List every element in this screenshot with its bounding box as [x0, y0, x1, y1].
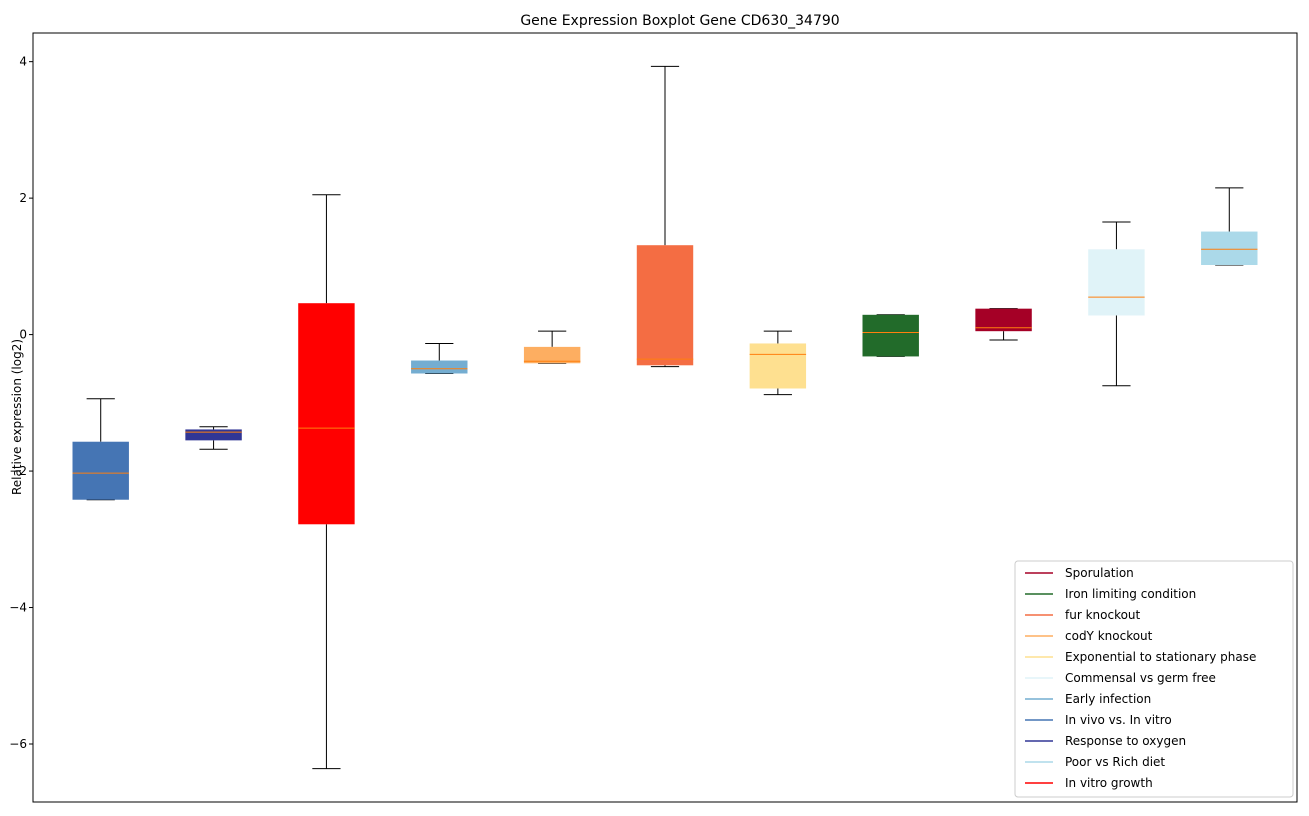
box-response-to-oxygen [185, 429, 242, 441]
box-iron-limiting-condition [862, 314, 919, 357]
box-group [298, 194, 355, 770]
y-tick-label: −4 [9, 601, 27, 615]
legend-label: In vitro growth [1065, 776, 1153, 790]
box-group [975, 308, 1032, 341]
box-group [185, 426, 242, 450]
box-fur-knockout [636, 245, 694, 366]
legend-item: In vivo vs. In vitro [1025, 713, 1172, 727]
box-group [411, 342, 468, 374]
legend-item: Early infection [1025, 692, 1151, 706]
box-early-infection [411, 360, 468, 374]
legend-item: In vitro growth [1025, 776, 1153, 790]
legend-item: fur knockout [1025, 608, 1141, 622]
legend-label: fur knockout [1065, 608, 1141, 622]
box-in-vitro-growth [298, 303, 355, 525]
box-group [636, 65, 694, 368]
legend-box [1014, 560, 1294, 798]
legend-item: Response to oxygen [1025, 734, 1186, 748]
legend-item: Sporulation [1025, 566, 1134, 580]
y-tick-label: −2 [9, 464, 27, 478]
y-tick-label: 4 [19, 55, 27, 69]
box-group [862, 314, 919, 357]
box-group [72, 398, 129, 501]
legend-item: Poor vs Rich diet [1025, 755, 1165, 769]
legend-item: codY knockout [1025, 629, 1153, 643]
legend-item: Iron limiting condition [1025, 587, 1196, 601]
box-exponential-to-stationary-phase [749, 343, 807, 389]
axes-frame [32, 32, 1298, 803]
legend-label: Early infection [1065, 692, 1151, 706]
box-in-vivo-vs-in-vitro [72, 441, 129, 500]
chart-title: Gene Expression Boxplot Gene CD630_34790 [520, 13, 839, 29]
box-commensal-vs-germ-free [1088, 249, 1145, 316]
box-poor-vs-rich-diet [1201, 231, 1258, 265]
legend-label: Sporulation [1065, 566, 1134, 580]
y-tick-label: 2 [19, 191, 27, 205]
y-tick-label: 0 [19, 328, 27, 342]
legend-item: Commensal vs germ free [1025, 671, 1216, 685]
legend-label: In vivo vs. In vitro [1065, 713, 1172, 727]
legend: Sporulation Iron limiting condition fur kn… [1014, 560, 1294, 798]
y-tick-label: −6 [9, 737, 27, 751]
legend-item: Exponential to stationary phase [1025, 650, 1256, 664]
box-group [1088, 221, 1145, 387]
box-cody-knockout [523, 346, 581, 364]
box-group [749, 330, 807, 396]
box-sporulation [975, 308, 1032, 332]
legend-label: Exponential to stationary phase [1065, 650, 1256, 664]
box-group [1201, 187, 1258, 266]
legend-label: Iron limiting condition [1065, 587, 1196, 601]
plot-area: 4 2 0 −2 −4 −6 [9, 32, 1298, 803]
box-group [523, 330, 581, 364]
legend-label: Poor vs Rich diet [1065, 755, 1165, 769]
y-axis-label: Relative expression (log2) [10, 339, 24, 495]
legend-label: Response to oxygen [1065, 734, 1186, 748]
legend-label: codY knockout [1065, 629, 1153, 643]
legend-label: Commensal vs germ free [1065, 671, 1216, 685]
